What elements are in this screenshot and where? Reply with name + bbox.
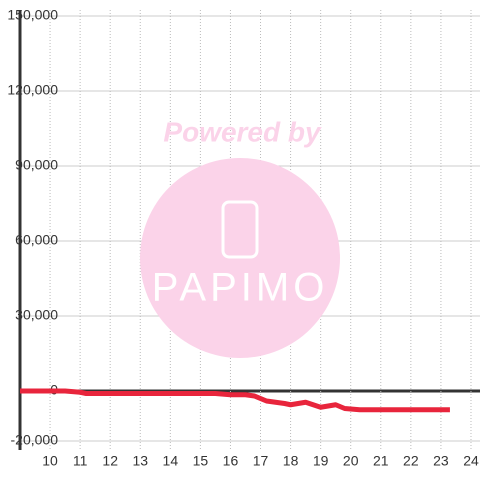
y-tick-label: -20,000: [11, 432, 59, 448]
y-tick-label: 90,000: [15, 157, 58, 173]
watermark-icon: [221, 200, 259, 259]
x-tick-label: 23: [433, 453, 449, 469]
x-tick-label: 22: [403, 453, 419, 469]
x-tick-label: 20: [343, 453, 359, 469]
x-tick-label: 24: [463, 453, 479, 469]
watermark-text: Powered by: [163, 116, 322, 147]
x-tick-label: 21: [373, 453, 389, 469]
x-tick-label: 10: [42, 453, 58, 469]
x-tick-label: 12: [102, 453, 118, 469]
x-tick-label: 16: [223, 453, 239, 469]
y-tick-label: 150,000: [7, 7, 58, 23]
y-tick-label: 30,000: [15, 307, 58, 323]
x-tick-label: 19: [313, 453, 329, 469]
plot: -20,000030,00060,00090,000120,000150,000…: [7, 7, 479, 469]
y-tick-label: 60,000: [15, 232, 58, 248]
x-tick-label: 14: [163, 453, 179, 469]
x-tick-label: 17: [253, 453, 269, 469]
y-tick-label: 120,000: [7, 82, 58, 98]
line: [20, 388, 450, 413]
x-tick-label: 13: [132, 453, 148, 469]
x-tick-label: 11: [73, 453, 88, 469]
x-tick-label: 18: [283, 453, 299, 469]
watermark-logo: PAPIMO: [152, 266, 329, 310]
x-tick-label: 15: [193, 453, 209, 469]
